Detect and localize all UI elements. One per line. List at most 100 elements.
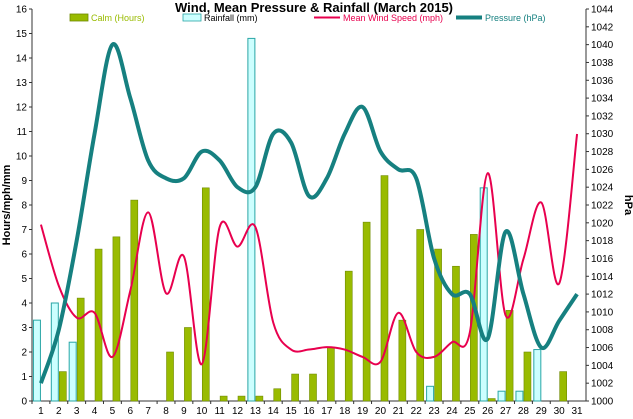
x-tick-label: 6 [128,406,134,417]
y2-tick-label: 1024 [591,183,614,194]
calm-bar [291,373,299,402]
y2-tick-label: 1034 [591,94,614,105]
x-tick-label: 4 [92,406,98,417]
y-tick-label: 6 [21,250,27,261]
x-tick-label: 20 [375,406,387,417]
y2-tick-label: 1036 [591,76,614,87]
x-tick-label: 7 [145,406,151,417]
x-tick-label: 3 [74,406,80,417]
y2-tick-label: 1000 [591,397,614,408]
y-tick-label: 1 [21,372,27,383]
calm-bar [255,395,264,402]
calm-bar [201,187,210,402]
y-tick-label: 10 [16,152,28,163]
calm-bar [166,351,174,402]
y2-tick-label: 1038 [591,58,614,69]
x-tick-label: 11 [214,406,225,417]
calm-bar [434,248,442,402]
pressure-path [39,42,579,384]
calm-bars [59,175,567,402]
y-tick-label: 15 [16,29,28,40]
y2-tick-label: 1042 [591,22,614,33]
legend-label: Pressure (hPa) [485,13,546,23]
y-axis-right: 1000 1002 1004 1006 1008 1010 1012 1014 1016 1018… [585,5,614,408]
y-tick-label: 14 [16,54,28,65]
calm-bar [309,373,317,402]
calm-bar [184,327,192,402]
wind-speed-line [39,133,579,366]
rainfall-bar [515,390,524,402]
calm-bar [362,221,371,402]
x-axis: 1 2 3 4 5 6 7 8 9 10 11 12 13 14 15 16 17 18 19 20 21 22 23 24 2… [31,400,586,417]
y-tick-label: 3 [21,323,27,334]
x-tick-label: 31 [572,406,584,417]
calm-bar [327,346,335,402]
y2-tick-label: 1002 [591,379,614,390]
calm-bar [398,319,407,402]
y2-tick-label: 1032 [591,111,614,122]
x-tick-label: 25 [464,406,476,417]
calm-bar [559,371,567,402]
x-tick-label: 15 [286,406,298,417]
y-tick-label: 16 [16,5,28,16]
x-tick-label: 29 [536,406,548,417]
y2-tick-label: 1022 [591,201,614,212]
y2-tick-label: 1040 [591,40,614,51]
y2-tick-label: 1030 [591,129,614,140]
y-tick-label: 13 [16,78,28,89]
legend-label: Mean Wind Speed (mph) [343,13,443,23]
x-tick-label: 21 [393,406,405,417]
calm-bar [416,229,425,402]
legend-swatch [182,13,202,22]
x-tick-label: 2 [56,406,62,417]
x-tick-label: 10 [196,406,208,417]
calm-bar [523,351,532,402]
x-tick-label: 14 [268,406,280,417]
rainfall-bar [68,341,77,402]
y-tick-label: 9 [21,176,27,187]
y2-tick-label: 1018 [591,236,614,247]
y-axis-left-label: Hours/mph/mm [1,164,13,245]
x-tick-label: 27 [500,406,512,417]
y2-tick-label: 1020 [591,218,614,229]
x-tick-label: 22 [411,406,423,417]
y-tick-label: 5 [21,274,27,285]
legend-swatch [69,13,89,22]
y-tick-label: 8 [21,201,27,212]
x-tick-label: 19 [357,406,369,417]
y2-tick-label: 1044 [591,5,614,16]
x-tick-label: 5 [110,406,116,417]
legend-label: Rainfall (mm) [204,13,258,23]
calm-bar [452,265,460,402]
y-tick-label: 11 [17,127,28,138]
x-tick-label: 23 [429,406,441,417]
x-tick-label: 1 [38,406,44,417]
calm-bar [237,395,246,402]
x-tick-label: 17 [321,406,333,417]
calm-bar [112,236,121,402]
y-tick-label: 7 [21,225,27,236]
calm-bar [59,371,67,402]
y-tick-label: 2 [21,348,27,359]
y2-tick-label: 1012 [591,290,614,301]
rainfall-bar [32,319,41,402]
x-tick-label: 9 [181,406,187,417]
rainfall-bar [426,385,435,402]
chart-title: Wind, Mean Pressure & Rainfall (March 20… [175,0,453,15]
legend-label: Calm (Hours) [91,13,145,23]
y-tick-label: 0 [21,397,27,408]
calm-bar [344,270,353,402]
y2-tick-label: 1006 [591,343,614,354]
x-tick-label: 26 [482,406,494,417]
x-tick-label: 12 [232,406,244,417]
rainfall-bar [533,349,542,402]
calm-bar [219,395,228,402]
x-tick-label: 24 [446,406,458,417]
rainfall-bars [32,37,542,402]
rainfall-bar [497,390,506,402]
y2-tick-label: 1026 [591,165,614,176]
y2-tick-label: 1008 [591,325,614,336]
pressure-line [39,42,579,384]
